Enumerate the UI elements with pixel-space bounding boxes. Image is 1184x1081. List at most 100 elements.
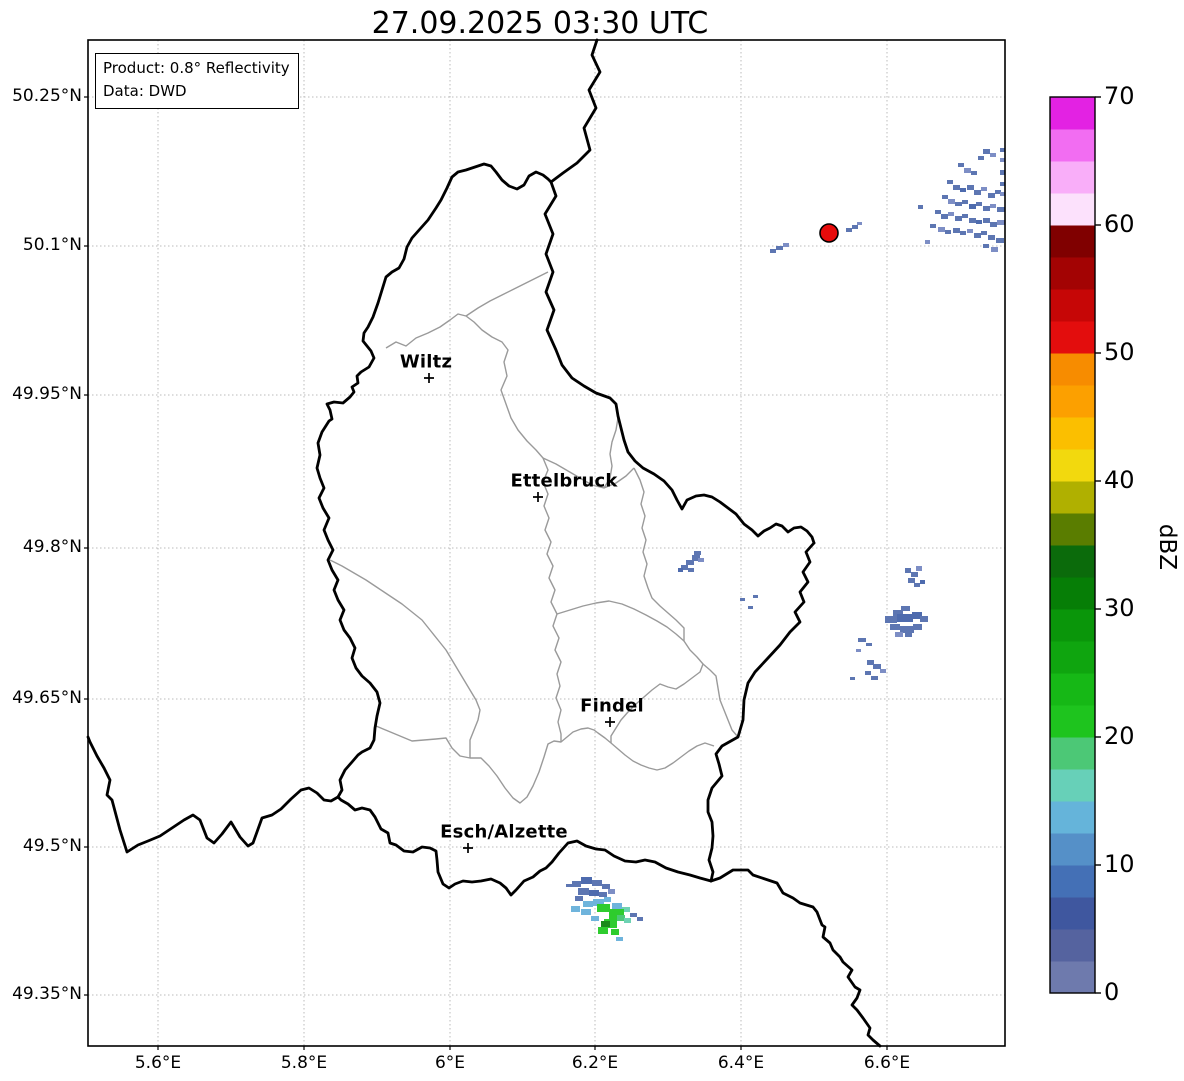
colorbar-segment	[1050, 833, 1095, 866]
lat-tick-label: 49.65°N	[12, 688, 82, 708]
radar-cell	[905, 633, 912, 637]
radar-cell	[990, 222, 997, 227]
colorbar-tick-label: 0	[1104, 978, 1120, 1006]
radar-cell	[900, 626, 914, 633]
colorbar-segment	[1050, 225, 1095, 258]
radar-cell	[616, 937, 623, 941]
radar-site-marker-group	[819, 223, 839, 243]
radar-cell	[971, 171, 977, 175]
radar-cell	[598, 927, 608, 934]
radar-cell	[753, 595, 758, 598]
district-border-line	[465, 271, 549, 317]
city-plus-marker	[605, 717, 615, 727]
radar-cell	[953, 228, 960, 233]
colorbar: dBZ	[1049, 96, 1180, 994]
district-border-line	[542, 457, 635, 489]
colorbar-tick-label: 50	[1104, 338, 1135, 366]
radar-cell	[858, 638, 866, 642]
colorbar-tick-label: 60	[1104, 210, 1135, 238]
radar-cell	[857, 222, 862, 225]
radar-cell	[893, 610, 903, 616]
radar-cell	[990, 204, 996, 208]
radar-cell	[983, 244, 989, 248]
district-border-line	[375, 725, 715, 804]
radar-cell	[604, 897, 611, 902]
radar-cell	[622, 907, 630, 912]
city-label-esch-alzette: Esch/Alzette	[440, 821, 568, 843]
district-border-line	[329, 559, 481, 758]
radar-cell	[1000, 192, 1005, 196]
radar-cell	[991, 247, 998, 252]
radar-cell	[617, 915, 625, 921]
radar-cell	[890, 624, 900, 630]
radar-cell	[948, 212, 954, 216]
lat-tick-label: 50.25°N	[12, 86, 82, 106]
radar-cell	[976, 202, 982, 206]
country-border-line	[336, 795, 713, 897]
radar-cell	[962, 214, 968, 218]
map-frame	[84, 39, 1006, 1050]
radar-cell	[873, 664, 881, 669]
radar-cell	[852, 225, 858, 229]
radar-cell	[905, 568, 911, 573]
radar-cell	[686, 560, 694, 565]
district-border-line	[385, 313, 544, 459]
country-border-line	[543, 180, 816, 545]
radar-cell	[637, 917, 643, 921]
colorbar-segment	[1050, 641, 1095, 674]
radar-cell	[776, 246, 783, 250]
district-border-line	[702, 663, 739, 738]
colorbar-tick-label: 70	[1104, 82, 1135, 110]
colorbar-segment	[1050, 353, 1095, 386]
radar-cell	[920, 616, 928, 622]
lon-tick-label: 5.8°E	[280, 1053, 328, 1073]
district-borders	[329, 271, 739, 804]
lat-tick-label: 49.8°N	[22, 537, 82, 557]
radar-cell	[572, 881, 581, 887]
radar-cell	[947, 180, 953, 184]
radar-cell	[925, 240, 930, 244]
colorbar-segment	[1050, 513, 1095, 546]
radar-cell	[698, 558, 704, 562]
radar-cell	[930, 224, 936, 228]
colorbar-segment	[1050, 737, 1095, 770]
radar-cell	[581, 909, 591, 915]
colorbar-segment	[1050, 193, 1095, 226]
radar-cell	[624, 918, 631, 923]
radar-cell	[770, 249, 776, 253]
colorbar-segment	[1050, 929, 1095, 962]
colorbar-segment	[1050, 481, 1095, 514]
country-borders	[86, 38, 882, 1048]
lon-tick-label: 6.6°E	[863, 1053, 911, 1073]
radar-cell	[983, 218, 990, 223]
radar-cell	[981, 231, 987, 235]
radar-cell	[566, 884, 572, 887]
radar-cell	[897, 614, 913, 622]
city-label-ettelbruck: Ettelbruck	[510, 470, 618, 492]
radar-cell	[597, 904, 610, 912]
colorbar-unit-label: dBZ	[1154, 524, 1180, 570]
radar-cell	[913, 624, 922, 630]
radar-cell	[612, 903, 622, 909]
colorbar-segment	[1050, 897, 1095, 930]
radar-cell	[914, 583, 920, 587]
radar-cell	[591, 916, 599, 921]
radar-cell	[941, 214, 948, 219]
colorbar-segment	[1050, 385, 1095, 418]
radar-cell	[981, 187, 987, 191]
radar-cell	[593, 899, 604, 906]
radar-cell	[988, 193, 995, 198]
radar-cell	[901, 606, 910, 611]
radar-cell	[997, 207, 1005, 212]
radar-cell	[911, 572, 918, 577]
radar-cell	[866, 643, 872, 646]
radar-cell	[955, 216, 962, 221]
colorbar-segment	[1050, 961, 1095, 994]
radar-cell	[960, 231, 966, 235]
colorbar-segment	[1050, 449, 1095, 482]
radar-cell	[958, 163, 964, 167]
radar-cell	[969, 204, 976, 209]
radar-cell	[1000, 170, 1005, 175]
